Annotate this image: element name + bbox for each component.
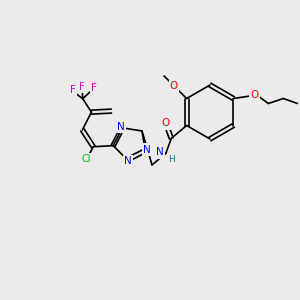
- Text: F: F: [70, 85, 76, 95]
- Text: O: O: [250, 91, 259, 100]
- Text: N: N: [143, 145, 151, 155]
- Text: N: N: [156, 147, 164, 158]
- Text: O: O: [162, 118, 170, 128]
- Text: N: N: [124, 156, 132, 166]
- Text: H: H: [168, 155, 175, 164]
- Text: O: O: [170, 81, 178, 91]
- Text: F: F: [91, 83, 97, 93]
- Text: Cl: Cl: [81, 154, 91, 164]
- Text: F: F: [79, 82, 85, 92]
- Text: N: N: [117, 122, 125, 132]
